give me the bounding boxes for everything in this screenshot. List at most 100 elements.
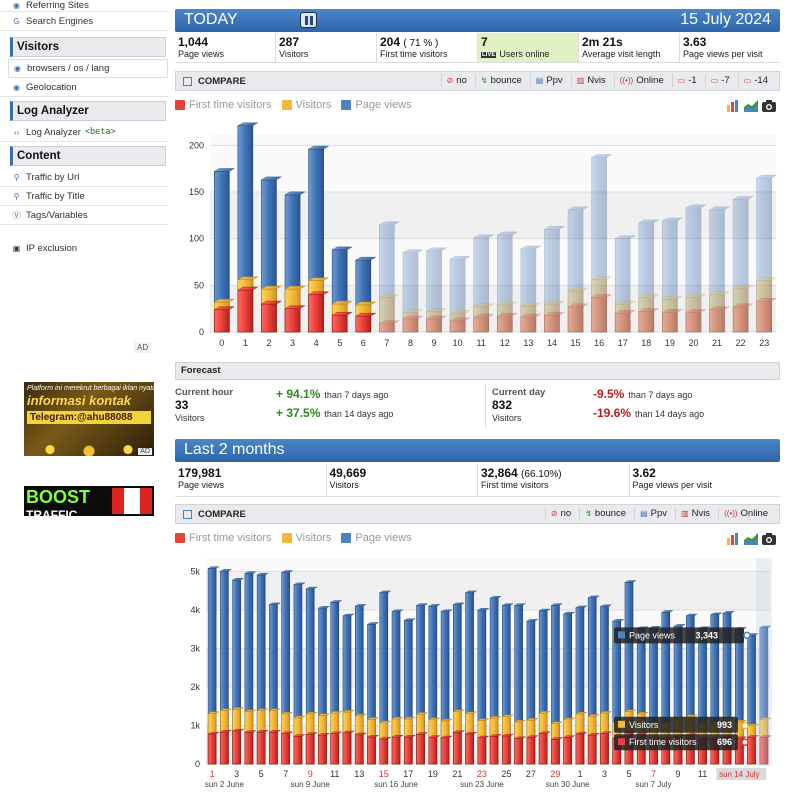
bar-first-time-face [244, 732, 254, 765]
compare-option-14[interactable]: ▭ -14 [737, 74, 773, 87]
compare-option-Nvis[interactable]: ▥ Nvis [675, 507, 715, 520]
y-tick-label: 200 [189, 140, 204, 150]
compare-option-bounce[interactable]: ↯ bounce [474, 74, 527, 87]
ad-banner-telegram[interactable]: Platform ini merekrut berbagai iklan nya… [24, 382, 154, 456]
stat-label: LIVE Users online [481, 49, 550, 59]
bar-first-time-face [281, 733, 290, 765]
bar-first-time-face [330, 733, 340, 765]
x-tick-label: 11 [698, 769, 707, 779]
legend-visitors[interactable]: Visitors [281, 99, 331, 111]
sidebar-item-referring-sites[interactable]: ◉ Referring Sites [0, 0, 168, 12]
bar-visitors-top [543, 300, 566, 305]
bar-first-time-face [449, 320, 466, 333]
sidebar-item-tags-variables[interactable]: Ⓥ Tags/Variables [0, 206, 168, 225]
bar-page-views-top [638, 219, 660, 224]
bar-first-time [567, 303, 589, 333]
calendar-icon: ▭ [710, 76, 719, 85]
compare-option-Online[interactable]: ((•)) Online [718, 507, 773, 520]
forecast-day-label: Current day [492, 387, 546, 398]
y-tick-label: 1k [190, 721, 200, 731]
bar-first-time-top [520, 313, 542, 318]
compare-option-Online[interactable]: ((•)) Online [613, 74, 669, 87]
months-stats: 179,981 Page views 49,669 Visitors 32,86… [175, 464, 780, 497]
sidebar-item-log-analyzer[interactable]: ‹› Log Analyzer <beta> [0, 123, 168, 142]
bar-visitors-top [330, 711, 343, 714]
legend-first-time[interactable]: First time visitors [175, 532, 272, 544]
bar-first-time [550, 737, 564, 765]
stat-page-views: 179,981 Page views [175, 464, 327, 496]
compare-option-7[interactable]: ▭ -7 [704, 74, 735, 87]
bar-visitors-top [403, 716, 417, 720]
sidebar-item-geolocation[interactable]: ◉ Geolocation [0, 78, 168, 97]
compare-option-no[interactable]: ⊘ no [440, 74, 472, 87]
legend-swatch [341, 100, 352, 110]
bar-first-time-top [293, 734, 306, 737]
bar-first-time-top [354, 732, 367, 735]
bar-first-time-face [331, 314, 348, 333]
x-tick-label: 13 [523, 338, 533, 348]
legend-page-views[interactable]: Page views [341, 99, 412, 111]
sidebar-item-browsers[interactable]: ◉ browsers / os / lang [8, 59, 168, 78]
sidebar-item-traffic-by-title[interactable]: ⚲ Traffic by Title [0, 187, 168, 206]
sidebar-item-traffic-by-url[interactable]: ⚲ Traffic by Url [0, 168, 168, 187]
x-tick-label: 19 [665, 338, 675, 348]
legend-first-time[interactable]: First time visitors [175, 99, 272, 111]
x-tick-label: 6 [361, 338, 366, 348]
y-tick-label: 150 [189, 187, 204, 197]
bar-visitors-top [452, 709, 466, 712]
bar-first-time-face [600, 733, 609, 765]
bar-visitors-top [538, 711, 551, 714]
forecast-hour-sub: Visitors [175, 413, 205, 423]
area-chart-icon[interactable] [744, 99, 758, 112]
bar-page-views-top [355, 256, 377, 261]
legend-visitors[interactable]: Visitors [281, 532, 331, 544]
compare-option-1[interactable]: ▭ -1 [671, 74, 702, 87]
pause-button[interactable] [300, 12, 317, 28]
bar-page-views-top [661, 217, 684, 222]
x-tick-label: 15 [379, 769, 389, 779]
y-tick-label: 50 [194, 280, 204, 290]
tooltip-page-views [614, 627, 744, 644]
compare-option-Ppv[interactable]: ▤ Ppv [529, 74, 568, 87]
link-icon: ⚲ [13, 172, 20, 182]
bar-visitors-top [307, 277, 330, 281]
bar-page-views-top [452, 602, 466, 605]
bar-first-time-top [331, 311, 353, 316]
bar-first-time [489, 734, 502, 765]
chart-legend: First time visitors Visitors Page views [175, 97, 780, 113]
bar-visitors-top [526, 718, 539, 721]
bar-chart-icon[interactable] [726, 532, 740, 545]
sidebar-item-search-engines[interactable]: G Search Engines [0, 12, 168, 31]
area-chart-icon[interactable] [744, 532, 758, 545]
compare-option-bounce[interactable]: ↯ bounce [579, 507, 631, 520]
bar-first-time [428, 735, 441, 765]
compare-label: COMPARE [183, 509, 246, 520]
bar-visitors-top [661, 296, 684, 300]
compare-option-Nvis[interactable]: ▥ Nvis [570, 74, 611, 87]
bar-visitors-top [219, 708, 233, 711]
bar-page-views-top [231, 578, 245, 581]
bar-first-time-top [256, 730, 269, 733]
legend-page-views[interactable]: Page views [341, 532, 412, 544]
camera-icon[interactable] [762, 99, 776, 112]
bar-first-time-face [502, 735, 511, 765]
compare-option-label: Online [740, 508, 768, 519]
bar-first-time-top [280, 731, 294, 734]
stat-users-online[interactable]: 7 LIVE Users online [478, 33, 579, 62]
forecast-pct: + 37.5% [276, 406, 321, 420]
stat-value: 179,981 [178, 466, 222, 480]
compare-option-Ppv[interactable]: ▤ Ppv [634, 507, 672, 520]
bar-chart-icon[interactable] [726, 99, 740, 112]
x-tick-label: 7 [283, 769, 288, 779]
compare-option-no[interactable]: ⊘ no [544, 507, 576, 520]
sidebar-item-ip-exclusion[interactable]: ▣ IP exclusion [0, 239, 168, 258]
bar-first-time [452, 730, 466, 765]
x-tick-label: 11 [330, 769, 339, 779]
camera-icon[interactable] [762, 532, 776, 545]
x-tick-label: 25 [501, 769, 511, 779]
bar-first-time-face [662, 312, 678, 333]
ad-banner-boost[interactable]: BOOST TRAFFIC [24, 486, 154, 516]
bar-first-time [464, 731, 478, 765]
bar-visitors-top [550, 721, 564, 724]
